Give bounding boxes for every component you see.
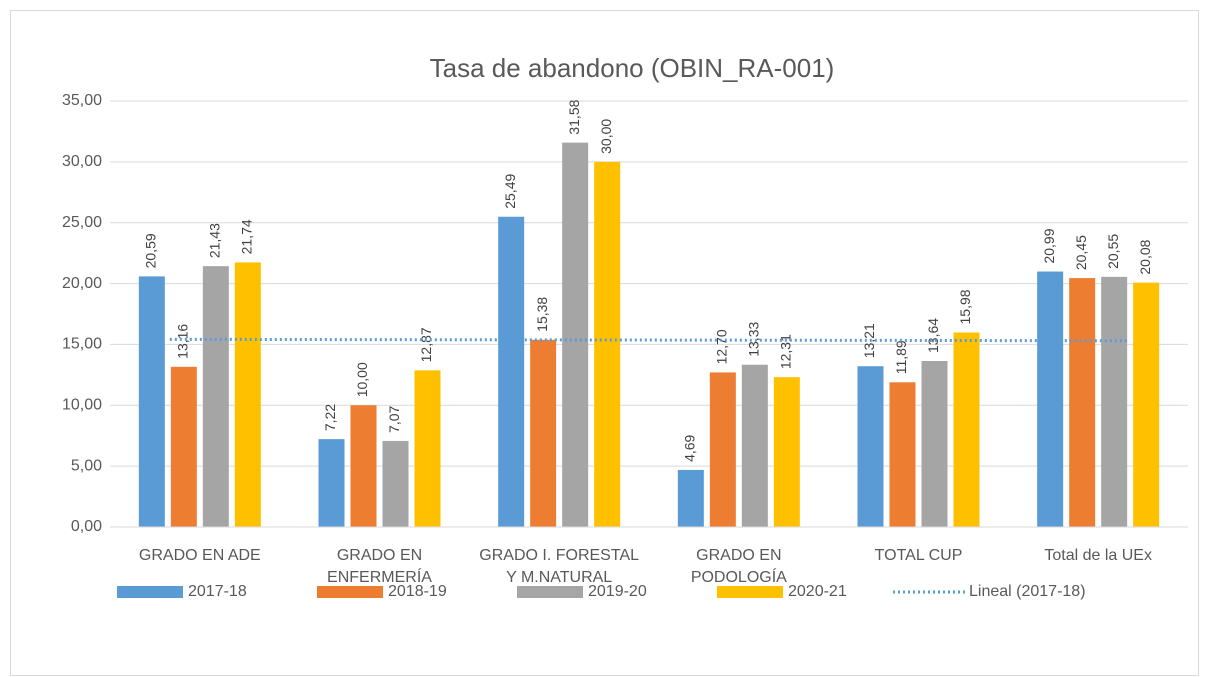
- y-tick-label: 5,00: [71, 457, 102, 474]
- legend-label: 2018-19: [388, 583, 447, 600]
- bar: [1101, 276, 1128, 527]
- bar: [953, 332, 980, 527]
- x-tick-label: GRADO EN ADE: [138, 547, 261, 564]
- data-label: 12,31: [778, 334, 794, 369]
- data-label: 20,45: [1073, 235, 1089, 270]
- data-label: 21,43: [207, 223, 223, 258]
- legend-swatch: [517, 586, 583, 598]
- bar: [234, 262, 261, 527]
- y-tick-label: 0,00: [71, 518, 102, 535]
- bar: [921, 360, 948, 527]
- legend-swatch: [717, 586, 783, 598]
- data-label: 20,55: [1105, 234, 1121, 269]
- bar: [530, 339, 557, 527]
- data-label: 15,98: [957, 289, 973, 324]
- bar: [773, 377, 800, 527]
- data-label: 30,00: [598, 119, 614, 154]
- x-tick-label: GRADO EN PODOLOGÍA: [690, 547, 787, 586]
- bar: [1133, 282, 1160, 527]
- data-label: 15,38: [534, 297, 550, 332]
- legend-swatch: [117, 586, 183, 598]
- data-label: 31,58: [566, 99, 582, 134]
- data-label: 7,22: [322, 404, 338, 431]
- x-tick-label: Total de la UEx: [1044, 547, 1152, 564]
- bar: [414, 370, 441, 527]
- bar: [741, 364, 768, 527]
- data-label: 10,00: [354, 362, 370, 397]
- data-label: 21,74: [239, 219, 255, 254]
- data-label: 13,16: [175, 324, 191, 359]
- data-label: 20,08: [1137, 239, 1153, 274]
- legend-label: 2020-21: [788, 583, 847, 600]
- data-label: 7,07: [386, 405, 402, 432]
- legend-label: 2017-18: [188, 583, 247, 600]
- data-label: 12,70: [714, 329, 730, 364]
- bar: [677, 469, 704, 527]
- y-tick-label: 30,00: [62, 153, 102, 170]
- bar: [382, 440, 409, 527]
- data-label: 11,89: [893, 340, 909, 374]
- x-tick-label: GRADO EN ENFERMERÍA: [327, 547, 432, 586]
- bar: [594, 161, 621, 527]
- data-label: 13,64: [925, 318, 941, 353]
- bar: [498, 216, 525, 527]
- bar: [1069, 278, 1096, 527]
- bar: [350, 405, 377, 527]
- bar: [857, 366, 884, 527]
- bar: [170, 366, 197, 527]
- legend-label: 2019-20: [588, 583, 647, 600]
- bar: [709, 372, 736, 527]
- data-label: 13,21: [861, 323, 877, 358]
- bar: [1037, 271, 1064, 527]
- data-label: 25,49: [502, 174, 518, 209]
- bar: [562, 142, 589, 527]
- legend-swatch: [317, 586, 383, 598]
- data-label: 13,33: [746, 322, 762, 357]
- legend-label: Lineal (2017-18): [969, 583, 1086, 600]
- bar: [202, 266, 229, 527]
- bar: [138, 276, 165, 527]
- data-label: 20,99: [1041, 228, 1057, 263]
- bar: [318, 439, 345, 527]
- chart-title: Tasa de abandono (OBIN_RA-001): [430, 53, 835, 83]
- y-tick-label: 20,00: [62, 275, 102, 292]
- x-tick-label: TOTAL CUP: [874, 547, 963, 564]
- y-tick-label: 25,00: [62, 214, 102, 231]
- data-label: 20,59: [143, 233, 159, 268]
- y-tick-label: 35,00: [62, 92, 102, 109]
- x-tick-label: GRADO I. FORESTAL Y M.NATURAL: [479, 547, 640, 586]
- y-tick-label: 15,00: [62, 336, 102, 353]
- data-label: 4,69: [682, 434, 698, 461]
- y-tick-label: 10,00: [62, 397, 102, 414]
- bar: [889, 382, 916, 527]
- data-label: 12,87: [418, 327, 434, 362]
